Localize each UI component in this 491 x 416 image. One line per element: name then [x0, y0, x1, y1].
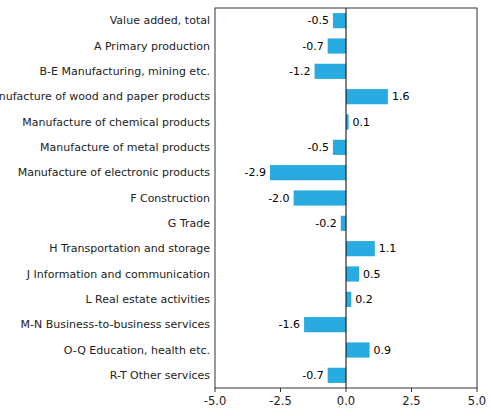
x-tick-label: 5.0 — [468, 394, 486, 408]
category-label: G Trade — [168, 217, 210, 230]
x-tick-label: -5.0 — [204, 394, 226, 408]
category-label: Manufacture of electronic products — [18, 166, 211, 179]
data-label: 0.5 — [363, 268, 381, 281]
bar — [346, 266, 359, 281]
x-tick — [280, 388, 281, 392]
x-tick — [215, 388, 216, 392]
category-label: O-Q Education, health etc. — [64, 344, 210, 357]
category-label: H Transportation and storage — [49, 242, 210, 255]
data-label: -2.9 — [245, 166, 266, 179]
category-label: F Construction — [130, 192, 210, 205]
category-label: Value added, total — [110, 14, 210, 27]
data-label: -1.2 — [289, 65, 310, 78]
x-tick-label: 0.0 — [337, 394, 355, 408]
category-label: L Real estate activities — [85, 293, 210, 306]
bar — [328, 368, 346, 383]
category-label: J Information and communication — [26, 268, 210, 281]
data-label: 1.6 — [392, 90, 410, 103]
data-label: 1.1 — [379, 242, 397, 255]
x-tick-label: -2.5 — [269, 394, 291, 408]
category-label: M-N Business-to-business services — [21, 318, 211, 331]
data-label: -0.5 — [307, 14, 328, 27]
bar — [333, 140, 346, 155]
bar — [270, 165, 346, 180]
category-label: Manufacture of wood and paper products — [0, 90, 210, 103]
plot-background — [215, 8, 477, 388]
chart: -0.7 0.9 -1.6 0.2 0.5 1.1 -0.2 -2.0-2.9 -0.5 0.1 1… — [0, 0, 491, 416]
data-label: -1.6 — [279, 318, 300, 331]
bar — [328, 38, 346, 53]
data-label: 0.9 — [374, 344, 392, 357]
data-label: -0.7 — [302, 369, 323, 382]
category-label: Manufacture of chemical products — [22, 116, 210, 129]
bar — [346, 342, 370, 357]
bar — [346, 292, 351, 307]
bar — [346, 241, 375, 256]
x-tick-label: 2.5 — [402, 394, 420, 408]
x-tick — [346, 388, 347, 392]
bar — [304, 317, 346, 332]
category-label: B-E Manufacturing, mining etc. — [40, 65, 210, 78]
bar — [294, 190, 346, 205]
zero-line — [346, 8, 347, 388]
data-label: 0.2 — [355, 293, 373, 306]
data-label: -2.0 — [268, 192, 289, 205]
category-label: Manufacture of metal products — [40, 141, 210, 154]
plot-frame — [215, 8, 477, 388]
bar — [333, 13, 346, 28]
bar — [346, 89, 388, 104]
bar — [315, 64, 346, 79]
data-label: -0.5 — [307, 141, 328, 154]
category-label: A Primary production — [94, 40, 210, 53]
bar — [341, 216, 346, 231]
category-label: R-T Other services — [110, 369, 211, 382]
data-label: 0.1 — [353, 116, 371, 129]
data-label: -0.2 — [315, 217, 336, 230]
data-label: -0.7 — [302, 40, 323, 53]
x-tick — [411, 388, 412, 392]
x-tick — [477, 388, 478, 392]
